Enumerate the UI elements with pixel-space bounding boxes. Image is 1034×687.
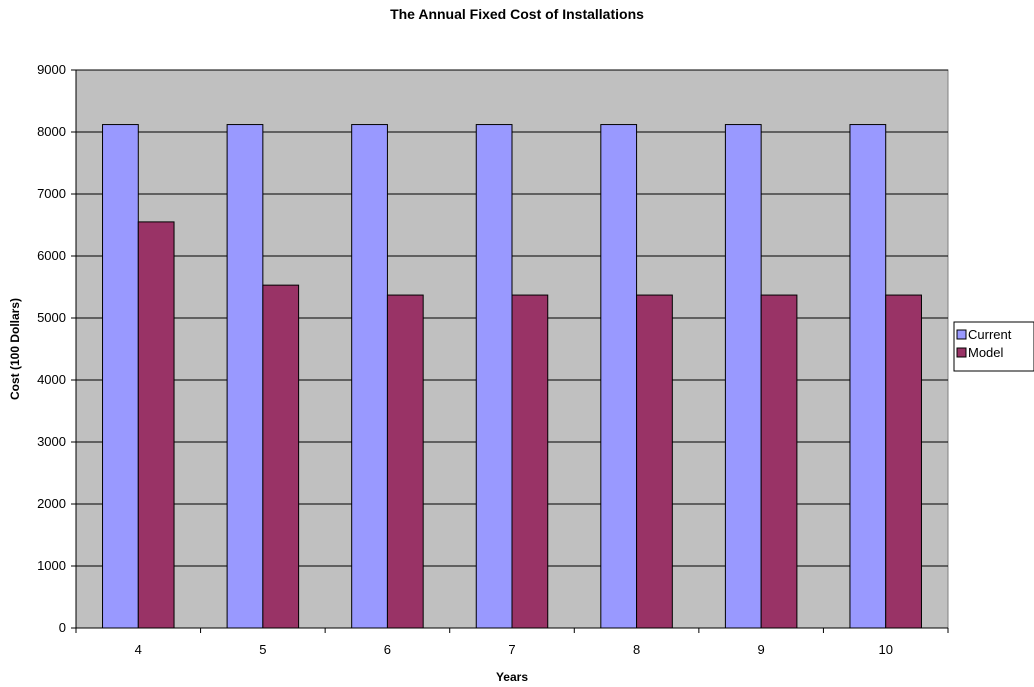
- bars: [102, 124, 922, 629]
- legend: Current Model: [953, 321, 1034, 372]
- y-axis-title: Cost (100 Dollars): [8, 298, 22, 400]
- y-tick-label: 7000: [37, 186, 66, 201]
- y-tick-label: 5000: [37, 310, 66, 325]
- bar-model-5: [262, 284, 300, 629]
- bar-model-6: [386, 294, 424, 629]
- bar-current-8: [600, 124, 638, 629]
- bar-model-10: [885, 294, 922, 629]
- bar-model-7: [511, 294, 549, 629]
- legend-swatch-current: [956, 329, 967, 340]
- chart-title: The Annual Fixed Cost of Installations: [390, 6, 644, 22]
- y-tick-label: 0: [59, 620, 66, 635]
- axes: 0 1000 2000 3000 4000 5000 6000 7000 8000 9000 4 5 6…: [37, 62, 949, 657]
- legend-swatch-model: [956, 347, 967, 358]
- x-tick-label: 6: [384, 642, 391, 657]
- x-tick-label: 8: [633, 642, 640, 657]
- bar-model-8: [636, 294, 673, 629]
- y-tick-label: 2000: [37, 496, 66, 511]
- bar-model-9: [760, 294, 798, 629]
- x-tick-label: 4: [135, 642, 142, 657]
- bar-current-6: [351, 124, 388, 629]
- legend-label-current: Current: [968, 327, 1012, 342]
- x-axis-title: Years: [496, 670, 528, 684]
- x-tick-label: 7: [508, 642, 515, 657]
- x-tick-label: 10: [878, 642, 892, 657]
- legend-label-model: Model: [968, 345, 1004, 360]
- x-tick-label: 9: [758, 642, 765, 657]
- y-tick-label: 4000: [37, 372, 66, 387]
- y-tick-label: 9000: [37, 62, 66, 77]
- bar-current-7: [475, 124, 513, 629]
- bar-current-4: [102, 124, 139, 629]
- bar-model-4: [137, 221, 175, 629]
- x-tick-label: 5: [259, 642, 266, 657]
- bar-current-10: [849, 124, 887, 629]
- y-tick-label: 6000: [37, 248, 66, 263]
- bar-current-5: [226, 124, 264, 629]
- legend-box: [953, 321, 1034, 372]
- y-tick-label: 3000: [37, 434, 66, 449]
- y-tick-label: 8000: [37, 124, 66, 139]
- bar-current-9: [724, 124, 762, 629]
- y-tick-label: 1000: [37, 558, 66, 573]
